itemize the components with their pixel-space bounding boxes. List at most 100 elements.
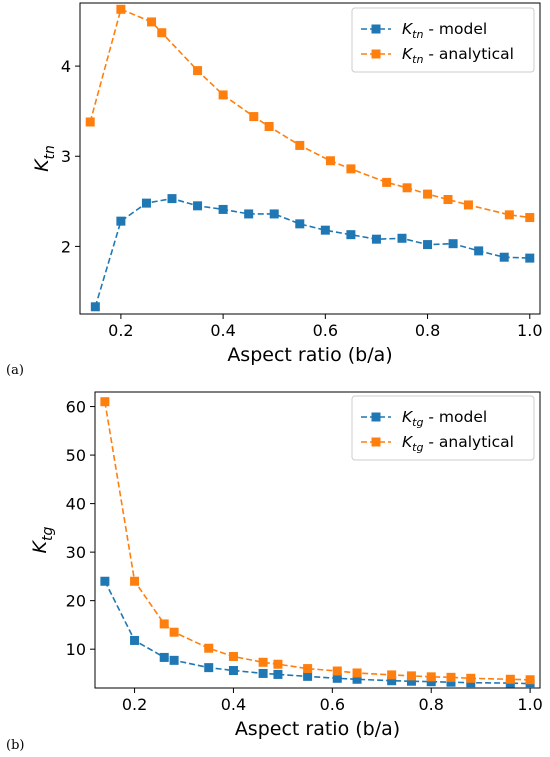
data-point-analytical bbox=[346, 164, 356, 174]
y-axis-label: Ktn bbox=[31, 145, 58, 172]
data-point-analytical bbox=[85, 117, 95, 127]
data-point-model bbox=[204, 663, 214, 673]
data-point-model bbox=[130, 635, 140, 645]
data-point-model bbox=[244, 209, 254, 219]
legend-entry-analytical: Ktn - analytical bbox=[402, 45, 514, 66]
plot-frame bbox=[79, 2, 541, 315]
y-tick-label: 50 bbox=[66, 446, 86, 465]
data-point-analytical bbox=[273, 659, 283, 669]
data-point-analytical bbox=[446, 672, 456, 682]
y-axis-label-sub: tg bbox=[40, 526, 56, 540]
x-tick-label: 0.2 bbox=[122, 695, 147, 714]
legend-sub: tg bbox=[412, 441, 423, 454]
data-point-model bbox=[100, 576, 110, 586]
x-tick-label: 0.8 bbox=[418, 695, 443, 714]
data-point-model bbox=[387, 676, 397, 686]
data-point-model bbox=[167, 194, 177, 204]
data-point-analytical bbox=[406, 671, 416, 681]
data-point-analytical bbox=[295, 140, 305, 150]
legend-entry-model: Ktg - model bbox=[402, 408, 487, 429]
legend-entry-model: Ktn - model bbox=[402, 20, 487, 41]
y-tick-label: 60 bbox=[66, 398, 86, 417]
legend-box bbox=[351, 7, 535, 73]
legend-text: - model bbox=[423, 408, 487, 426]
data-point-model bbox=[320, 225, 330, 235]
y-axis-label-sub: tn bbox=[42, 145, 58, 159]
chart-b: 0.2 0.4 0.6 0.8 1.0 10 20 30 40 50 60 Aspect ratio … bbox=[29, 391, 543, 740]
x-axis-label: Aspect ratio (b/a) bbox=[235, 718, 400, 740]
legend-text: - model bbox=[423, 20, 487, 38]
data-point-analytical bbox=[382, 177, 392, 187]
y-tick-label: 10 bbox=[66, 640, 86, 659]
data-point-analytical bbox=[504, 210, 514, 220]
data-point-model bbox=[258, 668, 268, 678]
x-tick-label: 1.0 bbox=[517, 695, 542, 714]
y-tick-label: 2 bbox=[61, 237, 71, 256]
panel-label-a: (a) bbox=[6, 363, 24, 378]
data-point-model bbox=[499, 252, 509, 262]
series-model bbox=[100, 576, 535, 689]
data-point-analytical bbox=[204, 643, 214, 653]
data-point-analytical bbox=[130, 576, 140, 586]
legend-main: K bbox=[402, 408, 414, 426]
data-point-analytical bbox=[218, 90, 228, 100]
data-point-analytical bbox=[463, 200, 473, 210]
x-tick-label: 0.6 bbox=[313, 321, 338, 340]
data-point-model bbox=[116, 216, 126, 226]
data-point-model bbox=[446, 677, 456, 687]
data-point-model bbox=[295, 219, 305, 229]
data-point-analytical bbox=[116, 4, 126, 14]
legend-sub: tg bbox=[412, 416, 423, 429]
plot-frame bbox=[94, 391, 541, 689]
data-point-analytical bbox=[387, 670, 397, 680]
y-axis-label-main: K bbox=[31, 158, 53, 172]
data-point-model bbox=[159, 652, 169, 662]
data-point-model bbox=[352, 674, 362, 684]
data-point-model bbox=[141, 198, 151, 208]
data-point-model bbox=[525, 253, 535, 263]
x-tick-label: 0.4 bbox=[210, 321, 235, 340]
legend-text: - analytical bbox=[423, 433, 513, 451]
legend-sub: tn bbox=[412, 28, 423, 41]
data-point-analytical bbox=[402, 183, 412, 193]
panel-label-b: (b) bbox=[6, 738, 24, 753]
legend-marker-analytical bbox=[371, 437, 381, 447]
y-tick-label: 4 bbox=[61, 57, 71, 76]
data-point-analytical bbox=[258, 657, 268, 667]
data-point-model bbox=[90, 302, 100, 312]
data-point-model bbox=[474, 246, 484, 256]
x-tick-label: 0.2 bbox=[108, 321, 133, 340]
legend-marker-model bbox=[371, 24, 381, 34]
legend-box bbox=[351, 395, 535, 461]
x-axis-label: Aspect ratio (b/a) bbox=[227, 344, 392, 366]
data-point-model bbox=[397, 233, 407, 243]
data-point-analytical bbox=[332, 666, 342, 676]
data-point-analytical bbox=[505, 674, 515, 684]
series-analytical bbox=[100, 397, 535, 685]
legend-text: - analytical bbox=[423, 45, 513, 63]
data-point-analytical bbox=[159, 619, 169, 629]
data-point-analytical bbox=[249, 112, 259, 122]
data-point-model bbox=[169, 655, 179, 665]
legend-main: K bbox=[402, 433, 414, 451]
data-point-analytical bbox=[423, 189, 433, 199]
y-tick-label: 3 bbox=[61, 147, 71, 166]
x-tick-label: 0.4 bbox=[221, 695, 246, 714]
data-point-analytical bbox=[352, 668, 362, 678]
legend-sub: tn bbox=[412, 53, 423, 66]
data-point-analytical bbox=[100, 397, 110, 407]
data-point-analytical bbox=[264, 121, 274, 131]
legend-marker-model bbox=[371, 412, 381, 422]
data-point-model bbox=[448, 239, 458, 249]
series-model bbox=[90, 194, 535, 312]
y-tick-label: 40 bbox=[66, 495, 86, 514]
data-point-model bbox=[423, 240, 433, 250]
data-point-model bbox=[269, 209, 279, 219]
data-point-analytical bbox=[525, 675, 535, 685]
x-tick-label: 1.0 bbox=[517, 321, 542, 340]
x-tick-label: 0.8 bbox=[415, 321, 440, 340]
legend-main: K bbox=[402, 20, 414, 38]
data-point-analytical bbox=[147, 17, 157, 27]
data-point-model bbox=[303, 671, 313, 681]
